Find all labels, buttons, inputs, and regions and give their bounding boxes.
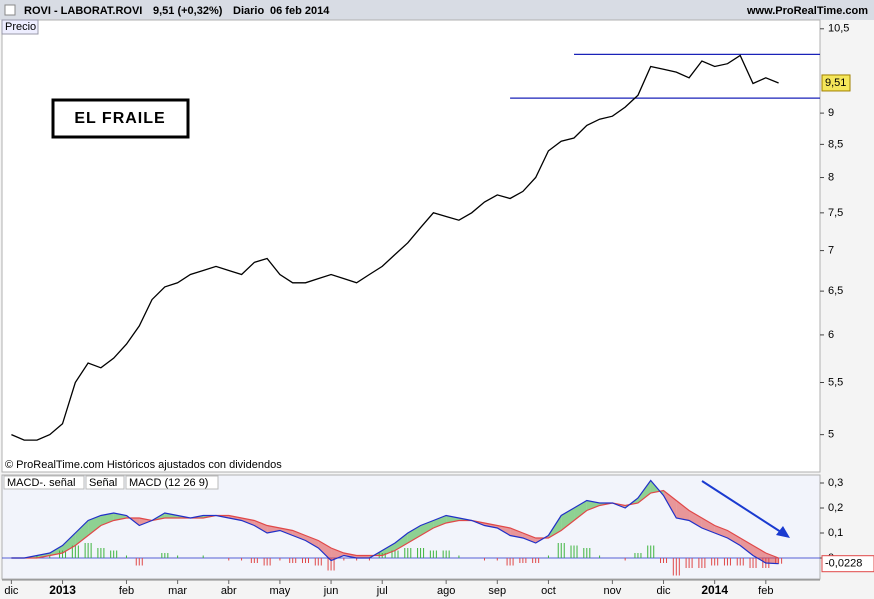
y-tick-label: 7: [828, 244, 834, 256]
header-icon: [4, 4, 16, 16]
macd-signal-fill: [676, 500, 690, 521]
x-tick-label: ago: [437, 585, 455, 597]
macd-signal-fill: [689, 510, 702, 528]
macd-panel: [1, 474, 821, 580]
macd-signal-fill: [522, 533, 536, 543]
macd-signal-fill: [356, 555, 370, 558]
header-quote: 9,51 (+0,32%): [153, 5, 223, 17]
y-tick-label: 5,5: [828, 376, 843, 388]
y-tick-label: 0,1: [828, 527, 843, 539]
macd-signal-fill: [62, 533, 76, 553]
legend-entry: MACD (12 26 9): [129, 477, 208, 489]
trend-arrow-head: [776, 526, 790, 538]
x-tick-label: feb: [119, 585, 134, 597]
macd-signal-fill: [395, 533, 408, 551]
y-tick-label: 0,2: [828, 502, 843, 514]
y-tick-label: 9: [828, 107, 834, 119]
annotation: EL FRAILE: [74, 110, 165, 127]
y-tick-label: 10,5: [828, 23, 849, 35]
x-tick-label: feb: [758, 585, 773, 597]
last-value-box: [821, 74, 851, 92]
macd-signal-fill: [318, 540, 332, 561]
x-tick-label: sep: [488, 585, 506, 597]
macd-signal-fill: [420, 520, 434, 536]
y-tick-label: 8,5: [828, 138, 843, 150]
x-tick-label: may: [270, 585, 291, 597]
macd-line: [11, 479, 779, 565]
macd-signal-fill: [714, 525, 728, 538]
trend-arrow: [701, 480, 785, 535]
macd-signal-fill: [407, 525, 421, 543]
signal-line: [11, 489, 779, 559]
y-tick-label: 6,5: [828, 285, 843, 297]
y-tick-label: 5: [828, 429, 834, 441]
macd-signal-fill: [164, 513, 178, 518]
legend-entry: MACD-. señal: [7, 477, 75, 489]
x-tick-label: jun: [323, 585, 339, 597]
y-tick-label: 0,3: [828, 477, 843, 489]
macd-signal-fill: [292, 530, 306, 541]
y-tick-label: 7,5: [828, 207, 843, 219]
macd-signal-fill: [75, 520, 89, 546]
price-line: [11, 54, 779, 441]
macd-signal-fill: [740, 538, 754, 556]
legend-entry: Señal: [89, 477, 117, 489]
panel-label-box: [1, 19, 39, 35]
macd-signal-fill: [228, 515, 242, 521]
header-symbol: ROVI - LABORAT.ROVI: [24, 5, 142, 17]
last-value-label: 9,51: [825, 77, 846, 89]
footnote: © ProRealTime.com Históricos ajustados c…: [5, 459, 282, 471]
x-tick-label: mar: [168, 585, 187, 597]
macd-signal-fill: [88, 515, 101, 536]
macd-signal-fill: [663, 490, 677, 518]
x-tick-label: nov: [604, 585, 622, 597]
macd-signal-fill: [586, 500, 600, 511]
macd-signal-fill: [36, 553, 50, 558]
legend-box: [125, 475, 219, 490]
macd-signal-fill: [574, 500, 587, 521]
header-date: 06 feb 2014: [270, 5, 330, 17]
legend-box: [3, 475, 85, 490]
last-value-box: [821, 555, 874, 573]
y-tick-label: 8: [828, 171, 834, 183]
macd-signal-fill: [267, 525, 280, 533]
x-tick-label: jul: [376, 585, 388, 597]
panel-title: Precio: [5, 21, 36, 33]
macd-signal-fill: [484, 523, 498, 528]
header-bar: [0, 0, 874, 20]
last-value-label: -0,0228: [825, 558, 862, 570]
header-period: Diario: [233, 5, 264, 17]
header-site: www.ProRealTime.com: [746, 5, 868, 17]
y-tick-label: 6: [828, 329, 834, 341]
macd-signal-fill: [382, 543, 395, 556]
x-tick-label: dic: [4, 585, 19, 597]
macd-signal-fill: [510, 528, 523, 538]
x-tick-label: oct: [541, 585, 556, 597]
macd-signal-fill: [100, 513, 114, 526]
x-tick-label: 2013: [49, 583, 76, 597]
legend-box: [85, 475, 125, 490]
macd-signal-fill: [433, 515, 447, 528]
macd-signal-fill: [727, 530, 741, 546]
macd-signal-fill: [331, 548, 344, 561]
x-tick-label: dic: [656, 585, 671, 597]
macd-signal-fill: [343, 553, 357, 558]
x-tick-label: 2014: [701, 583, 728, 597]
x-tick-label: abr: [221, 585, 237, 597]
macd-signal-fill: [254, 520, 268, 533]
macd-signal-fill: [561, 508, 575, 531]
price-panel: [1, 19, 821, 473]
macd-signal-fill: [637, 480, 651, 503]
annotation-box: [51, 98, 190, 139]
macd-signal-fill: [305, 535, 319, 548]
